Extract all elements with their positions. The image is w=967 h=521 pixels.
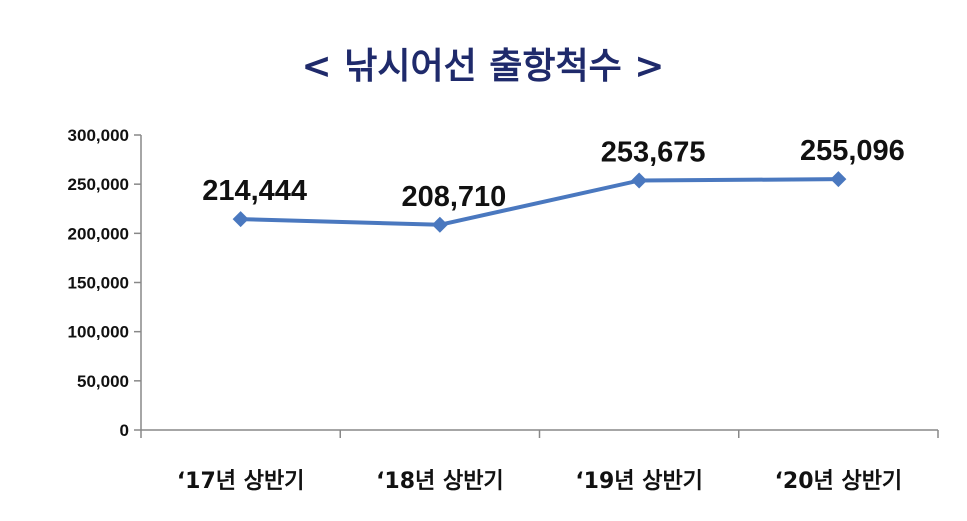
y-tick-label: 50,000 [77,372,129,391]
data-point-marker [232,211,249,228]
series-polyline [240,177,839,227]
x-tick-label: ‘20년 상반기 [775,469,903,494]
data-label: 214,444 [202,175,307,207]
data-labels: 214,444 208,710 253,675 255,096 [202,135,905,213]
data-label: 253,675 [601,137,706,169]
y-tick-label: 0 [120,421,129,440]
y-tick-label: 250,000 [68,175,129,194]
data-label: 208,710 [401,181,506,213]
x-tick-label: ‘19년 상반기 [575,469,703,494]
x-tick-label: ‘17년 상반기 [177,469,305,494]
series-line [240,177,839,227]
data-label: 255,096 [800,135,905,167]
y-axis-ticks: 0 50,000 100,000 150,000 200,000 250,000 300,0… [68,126,141,440]
y-tick-label: 300,000 [68,126,129,145]
data-point-marker [830,171,847,188]
x-tick-label: ‘18년 상반기 [376,469,504,494]
y-tick-label: 100,000 [68,323,129,342]
x-axis-ticks: ‘17년 상반기 ‘18년 상반기 ‘19년 상반기 ‘20년 상반기 [140,430,939,494]
data-points [232,171,847,233]
y-tick-label: 150,000 [68,274,129,293]
data-point-marker [431,216,448,233]
chart-title: < 낚시어선 출항척수 > [302,46,665,87]
y-tick-label: 200,000 [68,224,129,243]
data-point-marker [631,172,648,189]
